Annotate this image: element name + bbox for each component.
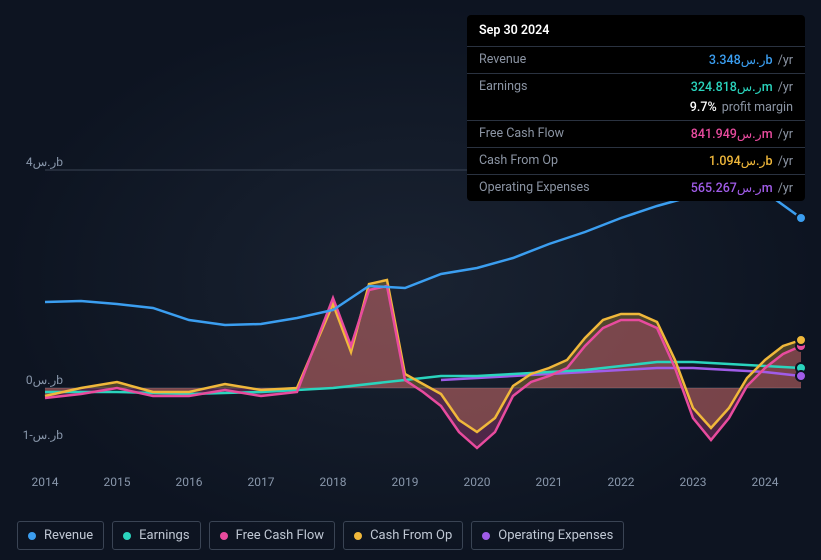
tooltip-row-label: Earnings [479,79,527,95]
x-axis-label: 2019 [392,475,419,489]
legend-label: Free Cash Flow [236,528,324,543]
x-axis-label: 2021 [536,475,563,489]
tooltip-row: Cash From Op 1.094ر.سb /yr [467,147,805,174]
tooltip-rows: Revenue 3.348ر.سb /yr Earnings 324.818ر.سm … [467,46,805,201]
tooltip-row-label: Revenue [479,52,526,68]
tooltip-row: Free Cash Flow 841.949ر.سm /yr [467,120,805,147]
tooltip-row-value: 324.818ر.سm /yr [691,79,793,95]
x-axis-label: 2016 [176,475,203,489]
series-endpoint-revenue [796,213,806,223]
legend-item[interactable]: Cash From Op [343,521,463,550]
legend: Revenue Earnings Free Cash Flow Cash From O… [17,521,624,550]
tooltip-row: Operating Expenses 565.267ر.سm /yr [467,174,805,201]
legend-dot-icon [123,532,131,540]
tooltip-row: Revenue 3.348ر.سb /yr [467,46,805,73]
tooltip-row-value: 9.7% profit margin [690,100,793,115]
legend-label: Operating Expenses [498,528,613,543]
x-axis-label: 2024 [752,475,779,489]
tooltip-row-value: 565.267ر.سm /yr [691,180,793,196]
legend-item[interactable]: Operating Expenses [471,521,624,550]
chart-area[interactable]: ر.س4bر.س0bر.س-1b201420152016201720182019… [17,160,805,480]
legend-item[interactable]: Free Cash Flow [209,521,335,550]
x-axis-label: 2020 [464,475,491,489]
tooltip-row-value: 841.949ر.سm /yr [691,126,793,142]
legend-dot-icon [482,532,490,540]
x-axis-label: 2018 [320,475,347,489]
legend-dot-icon [220,532,228,540]
tooltip-row-label: Free Cash Flow [479,126,564,142]
series-line-cfo [45,280,801,432]
series-endpoint-cfo [796,335,806,345]
legend-item[interactable]: Revenue [17,521,104,550]
y-axis-label: ر.س4b [26,155,63,169]
data-tooltip: Sep 30 2024 Revenue 3.348ر.سb /yr Earnings… [467,15,805,201]
chart-container: Sep 30 2024 Revenue 3.348ر.سb /yr Earnings… [0,0,821,560]
y-axis-label: ر.س0b [26,373,63,387]
tooltip-row-label: Operating Expenses [479,180,590,196]
tooltip-row-label: Cash From Op [479,153,558,169]
chart-svg: ر.س4bر.س0bر.س-1b201420152016201720182019… [17,160,805,480]
legend-label: Revenue [44,528,93,543]
x-axis-label: 2023 [680,475,707,489]
legend-dot-icon [354,532,362,540]
tooltip-row: Earnings 324.818ر.سm /yr [467,73,805,100]
legend-label: Cash From Op [370,528,452,543]
x-axis-label: 2022 [608,475,635,489]
legend-item[interactable]: Earnings [112,521,200,550]
series-area-cfo [45,280,801,432]
x-axis-label: 2017 [248,475,275,489]
series-line-revenue [45,188,801,325]
tooltip-row-value: 3.348ر.سb /yr [709,52,793,68]
x-axis-label: 2014 [32,475,59,489]
tooltip-row: 9.7% profit margin [467,100,805,120]
legend-dot-icon [28,532,36,540]
series-endpoint-opex [796,371,806,381]
x-axis-label: 2015 [104,475,131,489]
tooltip-date: Sep 30 2024 [467,15,805,46]
tooltip-row-value: 1.094ر.سb /yr [709,153,793,169]
y-axis-label: ر.س-1b [23,428,64,442]
legend-label: Earnings [139,528,189,543]
